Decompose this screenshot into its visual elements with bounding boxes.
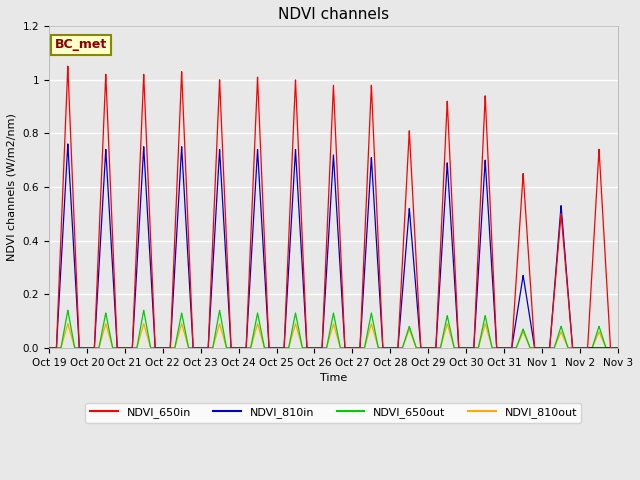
- Text: BC_met: BC_met: [54, 38, 107, 51]
- X-axis label: Time: Time: [320, 373, 347, 383]
- Y-axis label: NDVI channels (W/m2/nm): NDVI channels (W/m2/nm): [7, 113, 17, 261]
- Legend: NDVI_650in, NDVI_810in, NDVI_650out, NDVI_810out: NDVI_650in, NDVI_810in, NDVI_650out, NDV…: [85, 403, 581, 423]
- Title: NDVI channels: NDVI channels: [278, 7, 389, 22]
